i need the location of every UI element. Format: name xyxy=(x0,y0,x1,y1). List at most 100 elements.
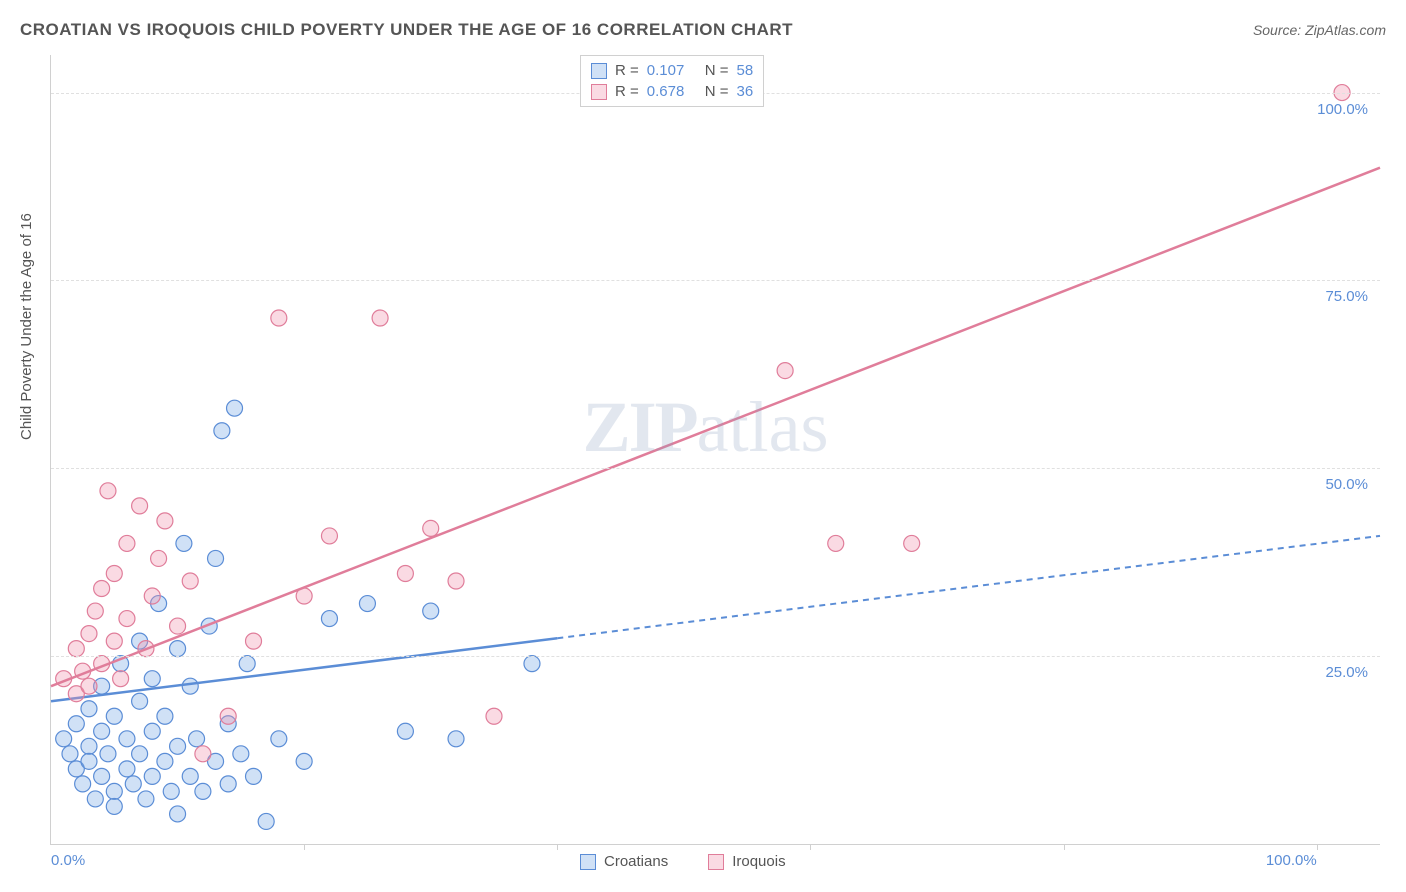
data-point xyxy=(68,716,84,732)
xtick-label: 100.0% xyxy=(1266,852,1317,869)
data-point xyxy=(777,363,793,379)
r-value: 0.107 xyxy=(647,62,697,79)
data-point xyxy=(239,656,255,672)
data-point xyxy=(208,550,224,566)
ytick-label: 100.0% xyxy=(1317,101,1368,118)
y-axis-label: Child Poverty Under the Age of 16 xyxy=(18,213,35,440)
grid-line xyxy=(51,468,1380,469)
legend-label: Croatians xyxy=(604,853,668,870)
n-value: 58 xyxy=(737,62,754,79)
data-point xyxy=(359,596,375,612)
data-point xyxy=(271,310,287,326)
grid-line xyxy=(51,280,1380,281)
data-point xyxy=(321,611,337,627)
data-point xyxy=(157,513,173,529)
data-point xyxy=(81,626,97,642)
data-point xyxy=(81,753,97,769)
n-value: 36 xyxy=(737,83,754,100)
trend-line-solid xyxy=(51,168,1380,686)
data-point xyxy=(87,791,103,807)
legend-label: Iroquois xyxy=(732,853,785,870)
data-point xyxy=(151,550,167,566)
chart-area: 25.0%50.0%75.0%100.0%0.0%100.0%ZIPatlas xyxy=(50,55,1380,845)
data-point xyxy=(106,708,122,724)
data-point xyxy=(144,768,160,784)
data-point xyxy=(68,641,84,657)
data-point xyxy=(182,768,198,784)
data-point xyxy=(220,708,236,724)
data-point xyxy=(486,708,502,724)
data-point xyxy=(170,641,186,657)
series-swatch xyxy=(591,84,607,100)
data-point xyxy=(170,806,186,822)
data-point xyxy=(125,776,141,792)
data-point xyxy=(904,535,920,551)
data-point xyxy=(321,528,337,544)
stats-legend-box: R =0.107N =58R =0.678N =36 xyxy=(580,55,764,107)
data-point xyxy=(94,768,110,784)
data-point xyxy=(182,678,198,694)
data-point xyxy=(94,723,110,739)
data-point xyxy=(106,565,122,581)
data-point xyxy=(138,791,154,807)
data-point xyxy=(176,535,192,551)
xtick xyxy=(810,844,811,850)
data-point xyxy=(271,731,287,747)
data-point xyxy=(170,738,186,754)
stats-row: R =0.678N =36 xyxy=(591,81,753,102)
series-swatch xyxy=(580,854,596,870)
data-point xyxy=(214,423,230,439)
trend-line-solid xyxy=(51,638,557,701)
ytick-label: 75.0% xyxy=(1325,288,1368,305)
data-point xyxy=(119,535,135,551)
chart-title: CROATIAN VS IROQUOIS CHILD POVERTY UNDER… xyxy=(20,20,793,40)
data-point xyxy=(94,581,110,597)
xtick xyxy=(1064,844,1065,850)
data-point xyxy=(170,618,186,634)
xtick xyxy=(304,844,305,850)
r-value: 0.678 xyxy=(647,83,697,100)
bottom-legend: Croatians Iroquois xyxy=(580,853,786,870)
data-point xyxy=(132,498,148,514)
data-point xyxy=(106,783,122,799)
data-point xyxy=(246,633,262,649)
data-point xyxy=(246,768,262,784)
data-point xyxy=(106,798,122,814)
n-label: N = xyxy=(705,83,729,100)
data-point xyxy=(423,603,439,619)
data-point xyxy=(233,746,249,762)
data-point xyxy=(423,520,439,536)
data-point xyxy=(119,611,135,627)
data-point xyxy=(195,783,211,799)
data-point xyxy=(448,731,464,747)
n-label: N = xyxy=(705,62,729,79)
xtick xyxy=(557,844,558,850)
data-point xyxy=(113,671,129,687)
data-point xyxy=(56,731,72,747)
data-point xyxy=(397,565,413,581)
data-point xyxy=(220,776,236,792)
data-point xyxy=(828,535,844,551)
data-point xyxy=(163,783,179,799)
ytick-label: 25.0% xyxy=(1325,664,1368,681)
data-point xyxy=(106,633,122,649)
grid-line xyxy=(51,656,1380,657)
legend-item: Iroquois xyxy=(708,853,785,870)
data-point xyxy=(81,701,97,717)
series-swatch xyxy=(708,854,724,870)
ytick-label: 50.0% xyxy=(1325,476,1368,493)
data-point xyxy=(296,753,312,769)
data-point xyxy=(397,723,413,739)
trend-line-dashed xyxy=(557,536,1380,638)
data-point xyxy=(119,731,135,747)
data-point xyxy=(144,588,160,604)
scatter-plot-svg xyxy=(51,55,1380,844)
xtick xyxy=(1317,844,1318,850)
stats-row: R =0.107N =58 xyxy=(591,60,753,81)
data-point xyxy=(75,776,91,792)
data-point xyxy=(258,813,274,829)
data-point xyxy=(372,310,388,326)
data-point xyxy=(195,746,211,762)
data-point xyxy=(81,678,97,694)
data-point xyxy=(81,738,97,754)
